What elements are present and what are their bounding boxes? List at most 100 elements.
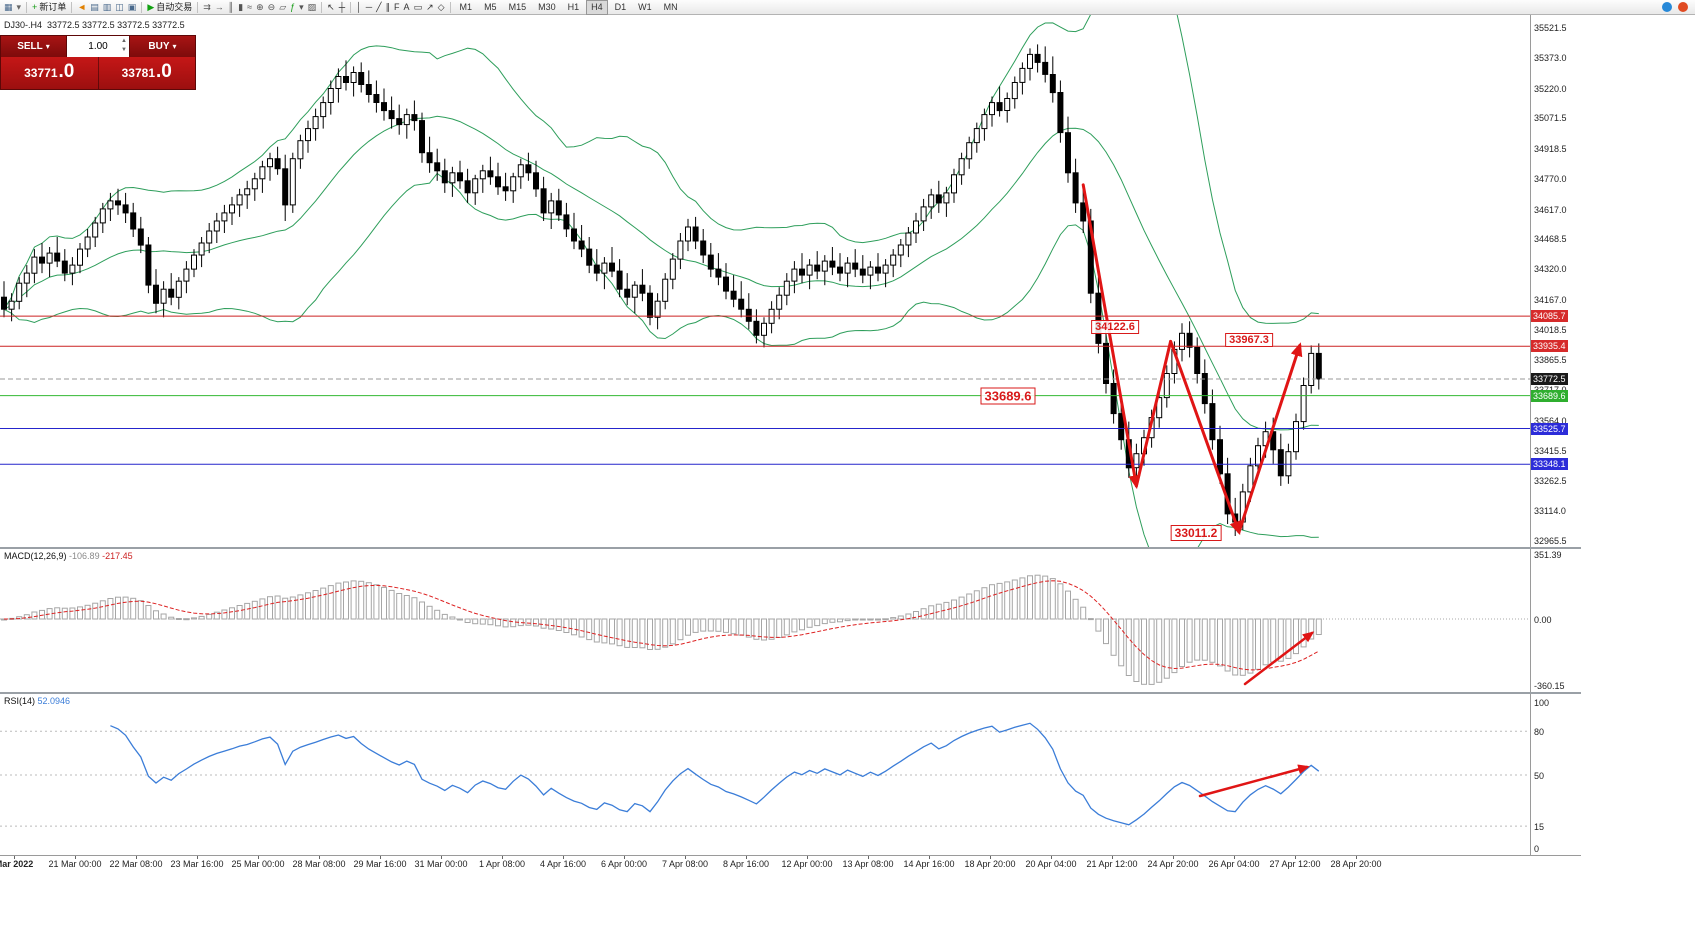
periods-dropdown-icon[interactable]: ▾ (297, 1, 306, 14)
time-axis-tick-mark (1295, 856, 1296, 859)
fibonacci-icon[interactable]: F (392, 1, 402, 14)
timeframe-h1[interactable]: H1 (567, 1, 580, 12)
auto-scroll-icon[interactable]: ⇉ (201, 1, 213, 14)
arrows-icon[interactable]: ↗ (424, 1, 436, 14)
cursor-icon[interactable]: ↖ (325, 1, 337, 14)
main-chart-panel[interactable]: DJ30-.H4 33772.5 33772.5 33772.5 33772.5… (0, 15, 1530, 547)
channel-icon[interactable]: ∥ (384, 1, 393, 14)
buy-button[interactable]: BUY ▾ (130, 36, 195, 57)
community-icon[interactable] (1662, 2, 1672, 12)
buy-dropdown-icon[interactable]: ▾ (172, 42, 177, 51)
navigator-icon[interactable]: ◫ (113, 1, 126, 14)
lot-stepper[interactable]: ▲ ▼ (121, 37, 127, 55)
candle-body (578, 240, 585, 250)
rsi-trend-arrow[interactable] (1198, 764, 1310, 798)
timeframe-m15[interactable]: M15 (508, 1, 527, 12)
macd-panel[interactable]: MACD(12,26,9) -106.89 -217.45 (0, 549, 1530, 692)
market-watch-icon[interactable]: ▤ (88, 1, 101, 14)
tile-windows-icon[interactable]: ▱ (277, 1, 288, 14)
candle-chart-icon[interactable]: ▮ (236, 1, 245, 14)
candle-body (1118, 413, 1125, 441)
trendline-icon[interactable]: ╱ (374, 1, 383, 14)
timeframe-w1[interactable]: W1 (638, 1, 652, 12)
time-axis-label: 28 Apr 20:00 (1330, 859, 1382, 869)
notifications-icon[interactable] (1678, 2, 1688, 12)
panel-splitter[interactable] (0, 692, 1581, 694)
time-scale[interactable]: Mar 2022 21 Mar 00:00 22 Mar 08:00 23 Mar 1… (0, 855, 1581, 872)
new-order-icon[interactable]: + 新订单 (30, 1, 68, 14)
timeframe-mn[interactable]: MN (663, 1, 678, 12)
profiles-icon[interactable]: ▾ (15, 1, 24, 14)
timeframe-m5[interactable]: M5 (484, 1, 497, 12)
price-scale[interactable]: 35521.5 35373.0 35220.0 35071.5 34918.5 34770… (1530, 15, 1582, 855)
lot-size-input[interactable]: 1.00 ▲ ▼ (67, 36, 130, 57)
candle-body (198, 242, 205, 256)
sell-price[interactable]: 33771 .0 (1, 57, 99, 89)
timeframe-m30[interactable]: M30 (538, 1, 556, 12)
price-axis-tick: 33262.5 (1534, 476, 1567, 486)
trend-arrow[interactable] (1134, 339, 1173, 488)
rsi-canvas[interactable] (0, 694, 1530, 855)
periods-dropdown-icon: ▾ (299, 1, 304, 12)
crosshair-icon[interactable]: ┼ (337, 1, 347, 14)
panel-splitter[interactable] (0, 547, 1581, 549)
price-annotation[interactable]: 33011.2 (1170, 525, 1222, 541)
candle-body (153, 284, 159, 304)
symbol-ohlc-info: DJ30-.H4 33772.5 33772.5 33772.5 33772.5 (4, 20, 185, 30)
rsi-panel[interactable]: RSI(14) 52.0946 (0, 694, 1530, 855)
text-icon[interactable]: A (402, 1, 412, 14)
templates-icon[interactable]: ▨ (306, 1, 319, 14)
candle-body (8, 300, 15, 310)
candle-body (571, 228, 577, 242)
candle-body (1300, 385, 1307, 423)
sell-button[interactable]: SELL ▾ (1, 36, 67, 57)
candle-body (122, 204, 129, 214)
zoom-out-icon[interactable]: ⊖ (266, 1, 278, 14)
price-annotation[interactable]: 33689.6 (980, 387, 1036, 405)
terminal-icon[interactable]: ▣ (126, 1, 139, 14)
indicators-icon[interactable]: ƒ (288, 1, 297, 14)
trend-arrow[interactable] (1237, 342, 1303, 534)
line-chart-icon[interactable]: ≈ (245, 1, 254, 14)
candle-body (555, 200, 562, 216)
data-window-icon[interactable]: ▥ (101, 1, 114, 14)
time-axis-label: 24 Apr 20:00 (1147, 859, 1199, 869)
candle-body (715, 268, 722, 278)
price-tag: 33525.7 (1531, 423, 1568, 435)
vertical-line-icon[interactable]: │ (354, 1, 364, 14)
terminal-icon: ▣ (127, 1, 137, 12)
announcement-icon[interactable]: ◄ (75, 1, 88, 14)
autotrade-icon[interactable]: ▶ 自动交易 (145, 1, 194, 14)
buy-price[interactable]: 33781 .0 (99, 57, 196, 89)
bar-chart-icon[interactable]: ║ (226, 1, 236, 14)
candle-body (403, 114, 410, 126)
shapes-icon[interactable]: ◇ (436, 1, 447, 14)
candle-body (753, 320, 760, 336)
shapes-icon: ◇ (437, 1, 445, 12)
macd-canvas[interactable] (0, 549, 1530, 692)
time-axis-label: 22 Mar 08:00 (109, 859, 163, 869)
lot-up-icon[interactable]: ▲ (121, 38, 127, 44)
chart-shift-icon[interactable]: → (213, 1, 226, 14)
macd-trend-arrow[interactable] (1243, 631, 1315, 686)
candle-body (495, 176, 501, 188)
label-icon[interactable]: ▭ (412, 1, 425, 14)
time-axis-label: 29 Mar 16:00 (353, 859, 407, 869)
sell-dropdown-icon[interactable]: ▾ (45, 42, 50, 51)
timeframe-m1[interactable]: M1 (459, 1, 473, 12)
horizontal-line-icon[interactable]: ─ (364, 1, 374, 14)
trend-arrow[interactable] (1169, 339, 1242, 536)
price-tag: 33772.5 (1531, 373, 1568, 385)
zoom-in-icon[interactable]: ⊕ (254, 1, 266, 14)
trend-arrow[interactable] (1081, 183, 1141, 490)
new-chart-icon[interactable]: ▦ (2, 1, 15, 14)
lot-down-icon[interactable]: ▼ (121, 47, 127, 53)
price-annotation[interactable]: 33967.3 (1225, 333, 1273, 347)
price-chart-canvas[interactable] (0, 15, 1530, 547)
timeframe-d1[interactable]: D1 (614, 1, 627, 12)
rsi-value: 52.0946 (37, 696, 71, 706)
timeframe-h4[interactable]: H4 (586, 0, 608, 15)
candle-body (989, 102, 995, 116)
one-click-trading-widget: SELL ▾ 1.00 ▲ ▼ BUY ▾ 33771 .0 33781 .0 (0, 35, 196, 90)
price-annotation[interactable]: 34122.6 (1091, 320, 1139, 334)
